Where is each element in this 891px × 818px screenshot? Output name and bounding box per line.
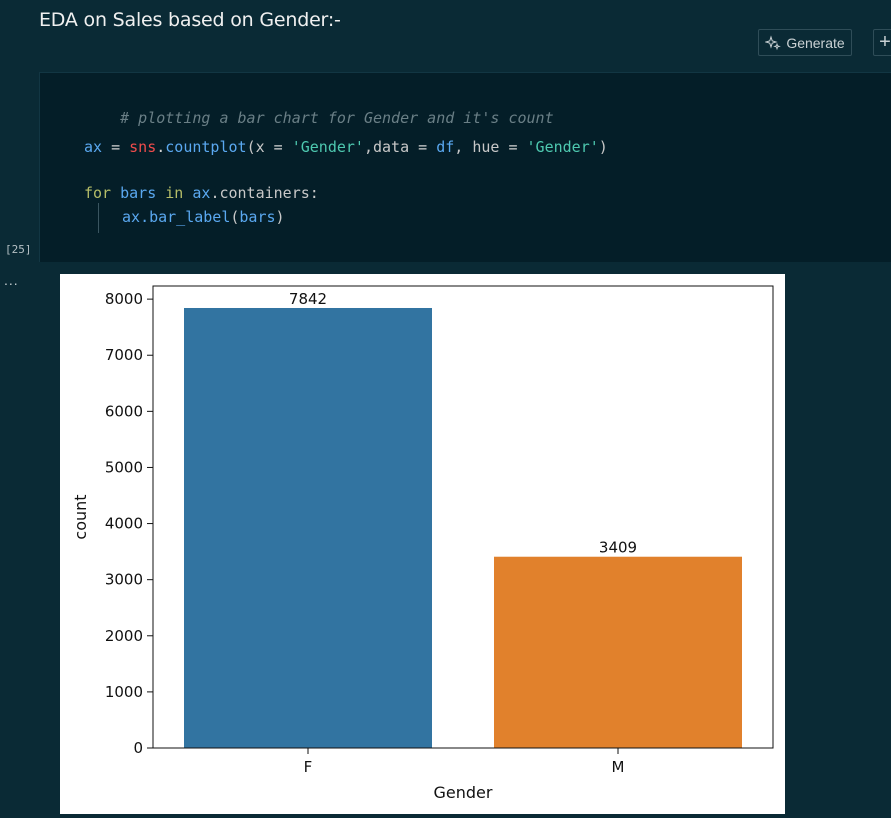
x-tick-label: F (304, 758, 313, 776)
plot-output: 7842 F 3409 M 0 1000 2000 3000 4000 5000 6000 7000 8… (60, 274, 785, 814)
code-token: .bar_label (140, 208, 231, 226)
code-token: for (84, 184, 112, 202)
y-tick-label: 4000 (105, 515, 143, 533)
code-token: in (165, 184, 184, 202)
execution-count: [25] (5, 243, 32, 256)
code-token: 'Gender' (526, 138, 599, 156)
code-comment: # plotting a bar chart for Gender and it… (120, 109, 554, 127)
code-token: ) (598, 138, 608, 156)
y-tick-label: 7000 (105, 346, 143, 364)
bar-F (184, 307, 432, 748)
y-tick-label: 8000 (105, 290, 143, 308)
code-token: ) (275, 208, 285, 226)
code-token: bars (120, 184, 157, 202)
code-token: hue (472, 138, 500, 156)
add-cell-button[interactable]: + (873, 29, 891, 56)
indent-guide (98, 203, 99, 233)
bar-chart: 7842 F 3409 M 0 1000 2000 3000 4000 5000 6000 7000 8… (71, 285, 774, 802)
y-tick-label: 5000 (105, 458, 143, 476)
y-tick-label: 2000 (105, 627, 143, 645)
code-cell-editor[interactable]: # plotting a bar chart for Gender and it… (39, 72, 891, 262)
code-token: ax (84, 138, 103, 156)
code-line-2: ax = sns.countplot(x = 'Gender',data = d… (84, 138, 608, 156)
sparkle-icon (765, 34, 782, 50)
code-token: ax (122, 208, 141, 226)
plus-icon: + (879, 31, 891, 53)
bar-M (494, 556, 742, 748)
x-axis-label: Gender (434, 783, 493, 802)
code-token: = (409, 138, 437, 156)
y-tick-label: 3000 (105, 571, 143, 589)
code-token: x (255, 138, 265, 156)
code-token: , (454, 138, 473, 156)
generate-label: Generate (786, 34, 845, 51)
output-menu-ellipsis[interactable]: ... (4, 272, 19, 288)
plot-frame (152, 285, 774, 749)
code-token: countplot (165, 138, 247, 156)
code-token: ( (230, 208, 240, 226)
code-line-1: # plotting a bar chart for Gender and it… (84, 91, 554, 145)
code-token: ax (192, 184, 211, 202)
code-token: bars (239, 208, 276, 226)
code-token: .containers: (210, 184, 319, 202)
x-tick-label: M (612, 758, 625, 776)
y-tick-label: 1000 (105, 683, 143, 701)
data-label: 7842 (289, 290, 327, 308)
code-token: . (156, 138, 166, 156)
y-tick-label: 0 (133, 739, 143, 757)
data-label: 3409 (599, 539, 637, 557)
code-token: , (363, 138, 373, 156)
code-token: ( (246, 138, 256, 156)
code-token: = (499, 138, 527, 156)
y-tick-label: 6000 (105, 402, 143, 420)
code-token: df (436, 138, 455, 156)
code-token: data (373, 138, 410, 156)
generate-button[interactable]: Generate (758, 29, 852, 56)
code-token: sns (129, 138, 157, 156)
code-line-4: ax.bar_label(bars) (122, 208, 285, 226)
code-line-3: for bars in ax.containers: (84, 184, 319, 202)
y-axis-label: count (71, 494, 90, 539)
code-token: 'Gender' (291, 138, 364, 156)
markdown-heading: EDA on Sales based on Gender:- (39, 9, 341, 31)
code-token: = (102, 138, 130, 156)
code-token: = (264, 138, 292, 156)
